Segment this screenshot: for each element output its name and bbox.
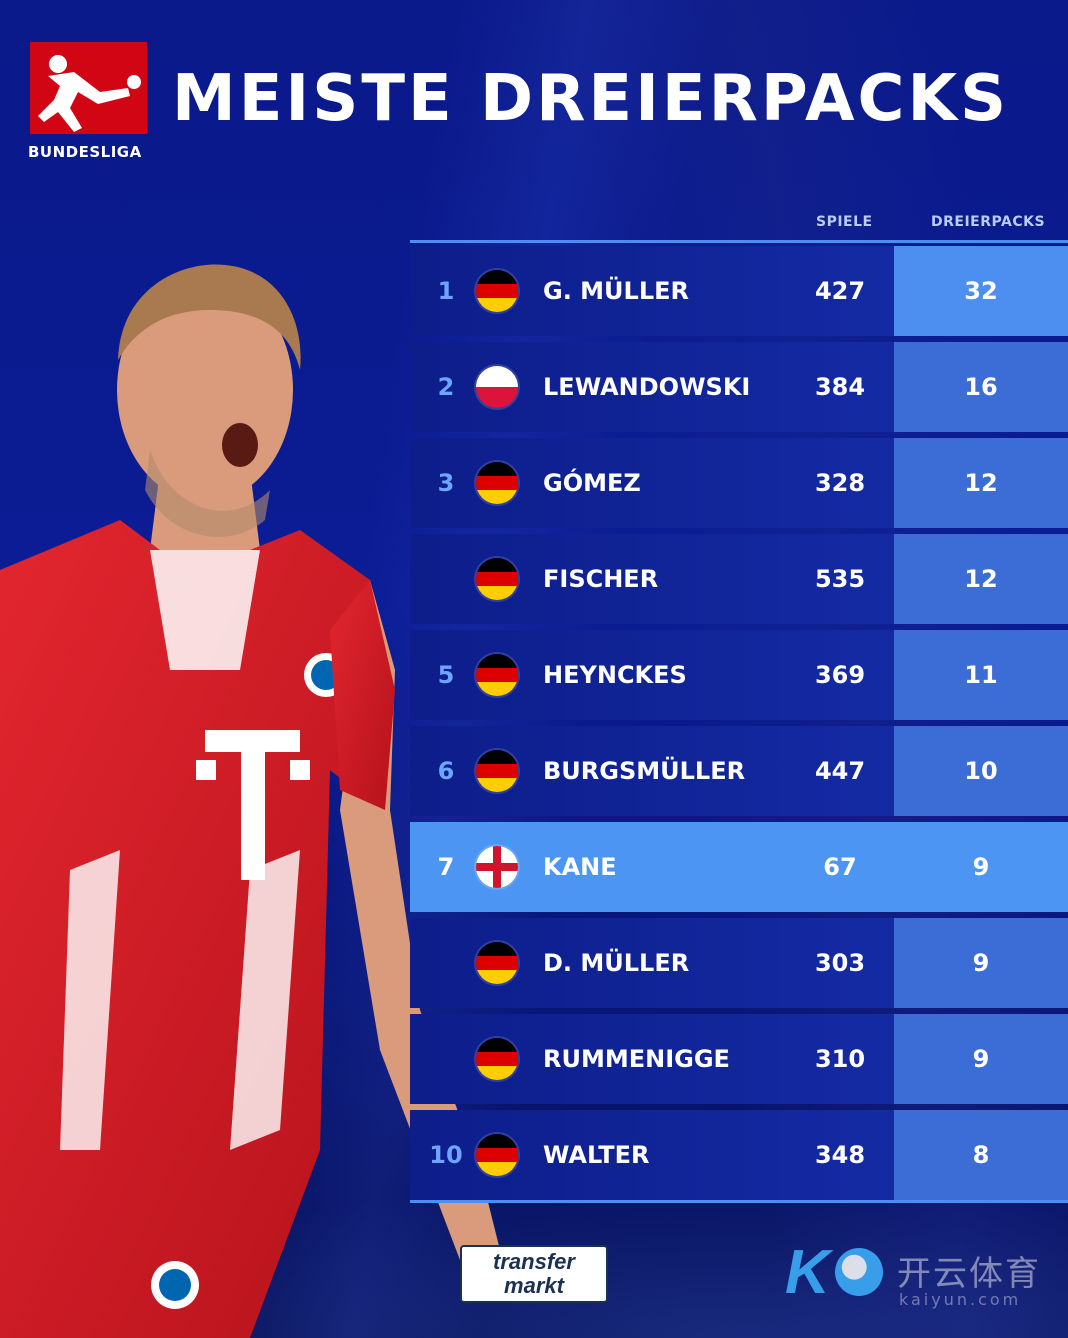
- bundesliga-label: BUNDESLIGA: [28, 143, 142, 161]
- germany-flag-icon: [476, 1134, 518, 1176]
- transfermarkt-logo: transfer markt: [460, 1245, 608, 1303]
- rank: 6: [437, 757, 455, 785]
- games-value: 427: [814, 277, 866, 305]
- player-name: LEWANDOWSKI: [543, 373, 751, 401]
- watermark-cn: 开云体育: [897, 1254, 1041, 1294]
- hattricks-cell-bg: [894, 246, 1068, 336]
- table-row: 10 WALTER 348 8: [410, 1110, 1068, 1200]
- rank: 3: [437, 469, 455, 497]
- hattricks-value: 12: [964, 565, 998, 593]
- hattricks-cell-bg: [894, 342, 1068, 432]
- table-row: D. MÜLLER 303 9: [410, 918, 1068, 1008]
- table-row: 3 GÓMEZ 328 12: [410, 438, 1068, 528]
- hattricks-value: 9: [972, 949, 990, 977]
- rank: 1: [437, 277, 455, 305]
- column-header-hattricks: DREIERPACKS: [931, 214, 1046, 230]
- hattricks-value: 11: [964, 661, 998, 689]
- rank: 2: [437, 373, 455, 401]
- rank: [424, 918, 468, 1008]
- column-header-games: SPIELE: [816, 214, 873, 230]
- player-name: HEYNCKES: [543, 661, 687, 689]
- games-value: 310: [814, 1045, 866, 1073]
- games-value: 369: [814, 661, 866, 689]
- hattricks-value: 10: [964, 757, 998, 785]
- watermark: K 开云体育 kaiyun.com: [785, 1238, 1065, 1318]
- player-name: D. MÜLLER: [543, 949, 690, 977]
- germany-flag-icon: [476, 654, 518, 696]
- games-value: 67: [823, 853, 857, 881]
- table-row: FISCHER 535 12: [410, 534, 1068, 624]
- bundesliga-logo: [30, 42, 147, 134]
- games-value: 535: [814, 565, 866, 593]
- games-value: 348: [814, 1141, 866, 1169]
- hattricks-value: 16: [964, 373, 998, 401]
- germany-flag-icon: [476, 750, 518, 792]
- hattricks-cell-bg: [894, 726, 1068, 816]
- player-name: GÓMEZ: [543, 469, 641, 497]
- table-row: 1 G. MÜLLER 427 32: [410, 246, 1068, 336]
- table-bottom-divider: [410, 1200, 1068, 1203]
- bundesliga-player-icon: [38, 55, 141, 132]
- germany-flag-icon: [476, 1038, 518, 1080]
- table-row: 6 BURGSMÜLLER 447 10: [410, 726, 1068, 816]
- hattricks-cell-bg: [894, 630, 1068, 720]
- player-name: KANE: [543, 853, 617, 881]
- games-value: 303: [814, 949, 866, 977]
- hattricks-cell-bg: [894, 1110, 1068, 1200]
- player-name: G. MÜLLER: [543, 277, 690, 305]
- rank: 10: [429, 1141, 463, 1169]
- germany-flag-icon: [476, 942, 518, 984]
- rank: 7: [437, 853, 455, 881]
- player-name: BURGSMÜLLER: [543, 757, 746, 785]
- transfermarkt-logo-line2: markt: [504, 1273, 564, 1298]
- hattricks-cell-bg: [894, 438, 1068, 528]
- table-row-highlighted: 7 KANE 67 9: [410, 822, 1068, 912]
- player-name: RUMMENIGGE: [543, 1045, 730, 1073]
- hattricks-value: 32: [964, 277, 998, 305]
- table-row: 5 HEYNCKES 369 11: [410, 630, 1068, 720]
- player-name: FISCHER: [543, 565, 659, 593]
- rank: [424, 1014, 468, 1104]
- games-value: 384: [814, 373, 866, 401]
- player-name: WALTER: [543, 1141, 650, 1169]
- player-photo: [0, 264, 500, 1338]
- hattricks-cell-bg: [894, 534, 1068, 624]
- page-title: MEISTE DREIERPACKS: [172, 62, 1010, 136]
- table-row: 2 LEWANDOWSKI 384 16: [410, 342, 1068, 432]
- hattricks-value: 9: [972, 1045, 990, 1073]
- soccer-ball-icon: [835, 1248, 883, 1296]
- germany-flag-icon: [476, 462, 518, 504]
- germany-flag-icon: [476, 270, 518, 312]
- header-divider: [410, 240, 1068, 243]
- transfermarkt-logo-line1: transfer: [493, 1249, 575, 1274]
- rank: [424, 534, 468, 624]
- germany-flag-icon: [476, 558, 518, 600]
- england-flag-icon: [476, 846, 518, 888]
- watermark-url: kaiyun.com: [899, 1290, 1022, 1309]
- hattricks-cell-bg: [894, 1014, 1068, 1104]
- rank: 5: [437, 661, 455, 689]
- hattricks-value: 12: [964, 469, 998, 497]
- hattricks-value: 8: [972, 1141, 990, 1169]
- watermark-k-glyph: K: [785, 1238, 830, 1307]
- games-value: 328: [814, 469, 866, 497]
- games-value: 447: [814, 757, 866, 785]
- poland-flag-icon: [476, 366, 518, 408]
- hattricks-cell-bg: [894, 918, 1068, 1008]
- hattricks-value: 9: [972, 853, 990, 881]
- table-row: RUMMENIGGE 310 9: [410, 1014, 1068, 1104]
